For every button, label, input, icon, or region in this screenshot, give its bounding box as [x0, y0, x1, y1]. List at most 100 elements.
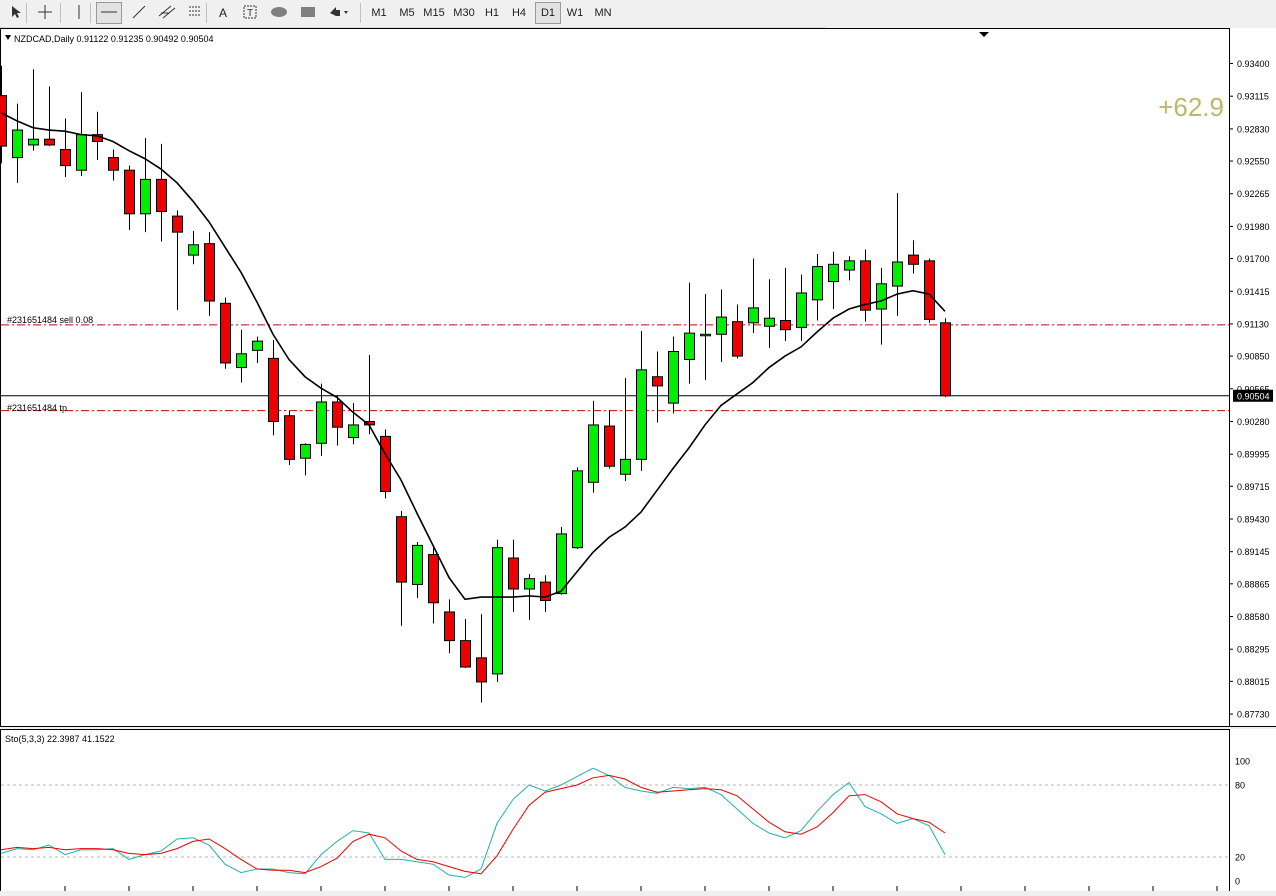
- bear-candle-body: [652, 376, 663, 387]
- timeframe-m5-button[interactable]: M5: [399, 7, 415, 19]
- candle: [236, 329, 247, 383]
- indicator-header: Sto(5,3,3) 22.3987 41.1522: [5, 734, 115, 744]
- bull-candle-body: [76, 134, 87, 171]
- timeframe-m30-button[interactable]: M30: [453, 7, 475, 19]
- current-price-badge: [1233, 389, 1273, 402]
- stochastic-subwindow[interactable]: [0, 729, 1276, 891]
- bull-candle-body: [828, 263, 839, 282]
- candle: [876, 267, 887, 345]
- candle: [12, 103, 23, 183]
- vertical-line-tool-button[interactable]: [66, 2, 92, 24]
- fibonacci-tool-button[interactable]: [183, 2, 209, 24]
- candle: [428, 547, 439, 624]
- candle: [620, 377, 631, 482]
- price-tick-label: 0.89430: [1237, 515, 1270, 525]
- text-label-tool-button[interactable]: T: [237, 2, 263, 24]
- price-tick-label: 0.89715: [1237, 482, 1270, 492]
- candle: [940, 318, 951, 398]
- text-tool-icon: A: [218, 6, 227, 20]
- equidistant-channel-tool-button[interactable]: [154, 2, 180, 24]
- ellipse-tool-button[interactable]: [266, 2, 292, 24]
- bear-candle-body: [0, 95, 7, 147]
- candle: [0, 65, 7, 164]
- price-axis: 0.93400 0.93115 0.92830 0.92550 0.92265 0.919…: [1229, 59, 1270, 720]
- collapse-arrow-icon[interactable]: [5, 35, 11, 40]
- candle: [732, 304, 743, 359]
- timeframe-h4-button[interactable]: H4: [511, 7, 527, 19]
- candle: [908, 240, 919, 274]
- candle: [348, 403, 359, 445]
- bear-candle-body: [284, 415, 295, 460]
- bear-candle-body: [156, 178, 167, 213]
- ma-line: [0, 112, 946, 601]
- text-label-tool-icon: T: [243, 5, 257, 22]
- profit-label: +62.9: [1158, 92, 1224, 122]
- sto-level-label: 100: [1235, 757, 1250, 767]
- candle: [556, 527, 567, 595]
- timeframe-m15-button[interactable]: M15: [423, 7, 445, 19]
- candle: [44, 86, 55, 147]
- bear-candle-body: [396, 516, 407, 583]
- chart-canvas[interactable]: 0.93400 0.93115 0.92830 0.92550 0.92265 0.919…: [0, 28, 1276, 891]
- bull-candle-body: [348, 424, 359, 439]
- bull-candle-body: [316, 401, 327, 444]
- candle: [652, 351, 663, 423]
- trendline-tool-button[interactable]: [126, 2, 152, 24]
- candle: [140, 138, 151, 233]
- crosshair-tool-button[interactable]: [32, 2, 58, 24]
- timeframe-m1-button[interactable]: M1: [371, 7, 387, 19]
- price-tick-label: 0.90850: [1237, 352, 1270, 362]
- candle: [748, 258, 759, 334]
- bull-candle-body: [620, 458, 631, 475]
- cursor-tool-button[interactable]: [3, 2, 29, 24]
- candle: [108, 149, 119, 181]
- bear-candle-body: [908, 254, 919, 265]
- bear-candle-body: [924, 260, 935, 320]
- bear-candle-body: [332, 401, 343, 428]
- bear-candle-body: [124, 169, 135, 215]
- price-tick-label: 0.89995: [1237, 450, 1270, 460]
- bear-candle-body: [732, 321, 743, 357]
- text-tool-button[interactable]: A: [210, 2, 236, 24]
- candle: [460, 618, 471, 669]
- price-tick-label: 0.91415: [1237, 287, 1270, 297]
- bull-candle-body: [876, 283, 887, 310]
- price-tick-label: 0.92265: [1237, 189, 1270, 199]
- bear-candle-body: [508, 557, 519, 590]
- candle: [524, 574, 535, 620]
- price-tick-label: 0.88580: [1237, 612, 1270, 622]
- candle: [252, 336, 263, 363]
- price-tick-label: 0.88865: [1237, 579, 1270, 589]
- chart-shift-marker-icon[interactable]: [979, 32, 989, 37]
- candle: [316, 383, 327, 456]
- candle: [60, 118, 71, 178]
- price-tick-label: 0.88295: [1237, 645, 1270, 655]
- candle: [284, 411, 295, 466]
- chart-header: NZDCAD,Daily 0.91122 0.91235 0.90492 0.9…: [14, 34, 213, 44]
- bear-candle-body: [60, 149, 71, 167]
- bull-candle-body: [796, 292, 807, 328]
- order-sell-label: #231651484 sell 0.08: [7, 315, 93, 325]
- candle: [476, 614, 487, 703]
- chart-toolbar: A T M1 M5 M15 M30 H1 H4 D1 W1 MN: [0, 0, 826, 28]
- candle: [300, 443, 311, 476]
- timeframe-w1-button[interactable]: W1: [566, 7, 584, 19]
- rectangle-tool-button[interactable]: [295, 2, 321, 24]
- candle: [332, 395, 343, 446]
- candle: [780, 267, 791, 342]
- crosshair-tool-icon: [37, 4, 53, 23]
- chart-window[interactable]: 0.93400 0.93115 0.92830 0.92550 0.92265 0.919…: [0, 28, 1276, 891]
- candle: [796, 274, 807, 342]
- bull-candle-body: [572, 470, 583, 549]
- timeframe-mn-button[interactable]: MN: [594, 7, 612, 19]
- candle: [412, 541, 423, 599]
- arrows-tool-button[interactable]: [322, 2, 356, 24]
- bear-candle-body: [380, 435, 391, 492]
- timeframe-d1-button[interactable]: D1: [535, 2, 561, 24]
- candle: [668, 336, 679, 414]
- trendline-tool-icon: [131, 4, 147, 23]
- timeframe-h1-button[interactable]: H1: [484, 7, 500, 19]
- bear-candle-body: [940, 322, 951, 397]
- bear-candle-body: [604, 425, 615, 467]
- horizontal-line-tool-button[interactable]: [96, 2, 122, 24]
